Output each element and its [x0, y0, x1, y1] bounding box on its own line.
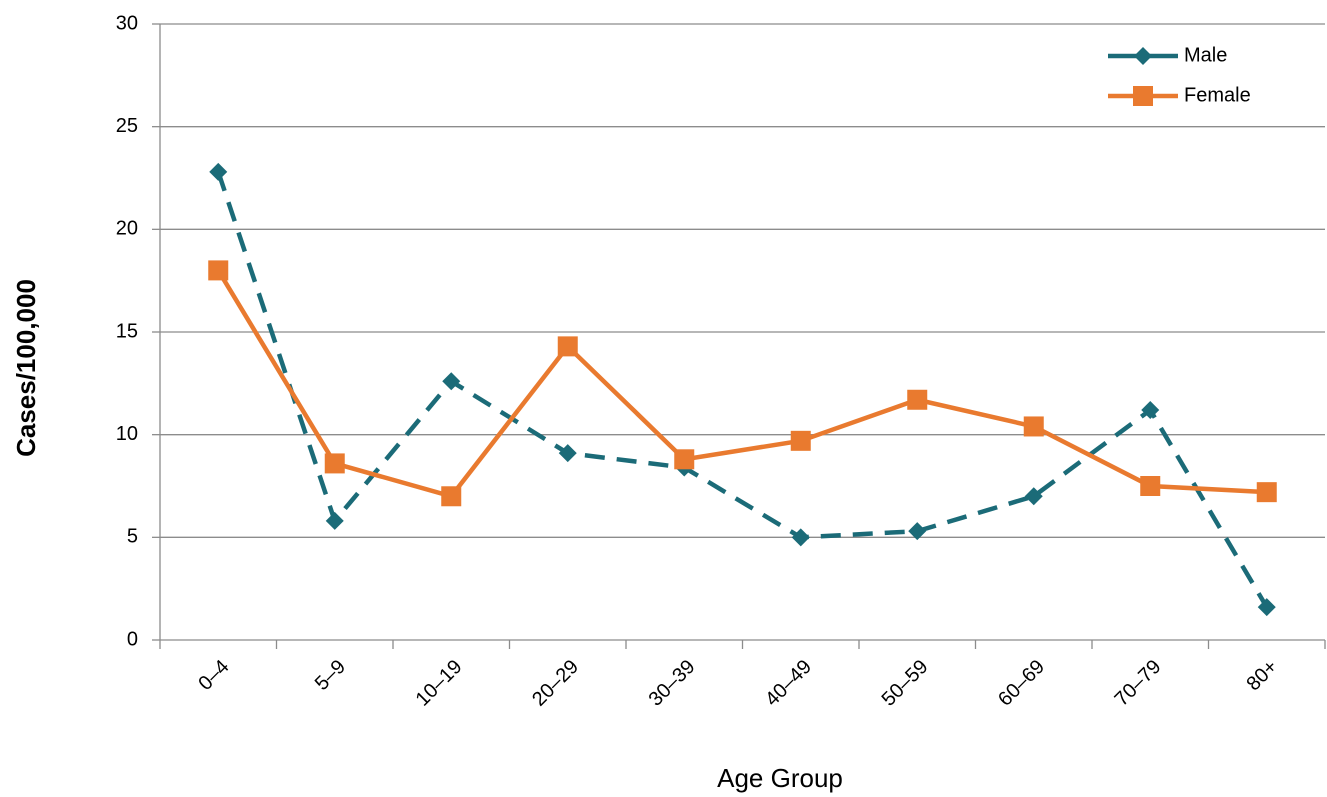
y-tick-label: 20 [116, 218, 138, 240]
data-point [209, 162, 228, 181]
data-point [1256, 482, 1277, 503]
data-point [1024, 487, 1043, 506]
x-tick-label: 80+ [1242, 656, 1282, 696]
x-tick-label: 10–19 [412, 656, 467, 711]
y-tick-label: 10 [116, 423, 138, 445]
x-axis-title: Age Group [717, 763, 843, 793]
data-point [324, 453, 345, 474]
data-point [790, 430, 811, 451]
data-point [674, 449, 695, 470]
data-point [791, 528, 810, 547]
data-point [1141, 401, 1160, 420]
series-line [216, 269, 1267, 499]
data-point [1140, 476, 1161, 496]
data-point [907, 389, 928, 410]
data-point [208, 260, 229, 281]
x-tick-label: 5–9 [311, 656, 350, 695]
x-tick-label: 50–59 [878, 656, 933, 711]
y-axis-title: Cases/100,000 [11, 279, 41, 457]
y-tick-label: 25 [116, 115, 138, 137]
data-point [558, 444, 577, 463]
data-point [557, 336, 578, 357]
data-point [1257, 598, 1276, 617]
legend-marker [1134, 47, 1152, 65]
legend-label: Male [1184, 44, 1227, 66]
legend-marker [1133, 86, 1153, 106]
y-tick-label: 15 [116, 320, 138, 342]
series-line [216, 171, 1269, 609]
data-point [908, 522, 927, 541]
data-point [442, 372, 461, 391]
x-tick-label: 30–39 [645, 656, 700, 711]
x-tick-label: 20–29 [528, 656, 583, 711]
x-tick-label: 60–69 [994, 656, 1049, 711]
x-tick-label: 40–49 [761, 656, 816, 711]
y-tick-label: 5 [127, 526, 138, 548]
data-point [441, 486, 462, 507]
y-tick-label: 30 [116, 12, 138, 34]
x-tick-label: 0–4 [194, 656, 233, 695]
data-point [325, 511, 344, 530]
legend-label: Female [1184, 84, 1251, 106]
x-tick-label: 70–79 [1111, 656, 1166, 711]
y-tick-label: 0 [127, 628, 138, 650]
data-point [1023, 416, 1044, 437]
